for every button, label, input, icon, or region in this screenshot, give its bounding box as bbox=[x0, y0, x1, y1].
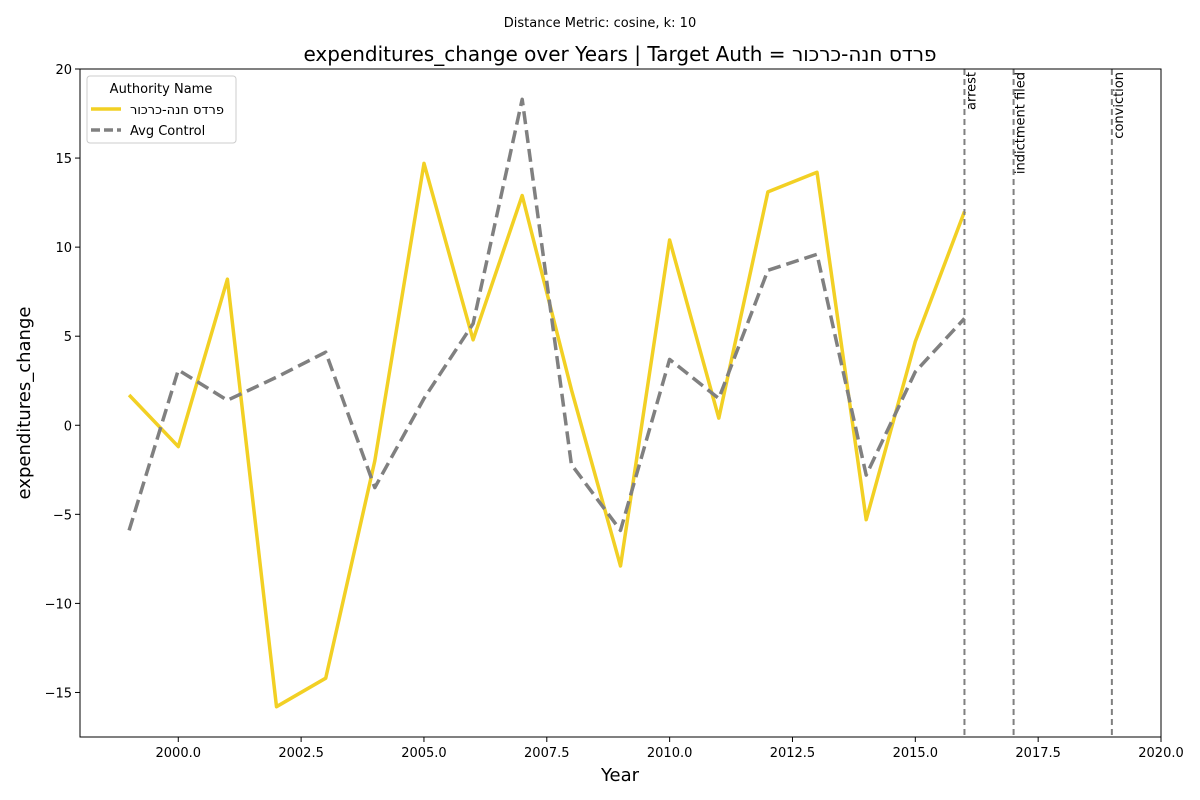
event-label-0: arrest bbox=[964, 72, 979, 110]
event-label-1: indictment filed bbox=[1014, 72, 1029, 174]
series-line-target bbox=[127, 161, 967, 709]
x-tick-label-0: 2000.0 bbox=[156, 746, 202, 761]
x-tick-label-5: 2012.5 bbox=[770, 746, 816, 761]
x-axis-label: Year bbox=[600, 765, 640, 786]
plot-frame bbox=[79, 68, 1162, 738]
x-tick-label-2: 2005.0 bbox=[401, 746, 447, 761]
x-tick-label-7: 2017.5 bbox=[1015, 746, 1061, 761]
x-tick-label-3: 2007.5 bbox=[524, 746, 570, 761]
legend-entry-0: פרדס חנה-כרכור bbox=[130, 103, 224, 118]
chart-subtitle: Distance Metric: cosine, k: 10 bbox=[504, 16, 696, 31]
y-tick-label-6: 15 bbox=[55, 152, 72, 167]
y-tick-label-5: 10 bbox=[55, 241, 72, 256]
legend-box bbox=[86, 75, 237, 144]
y-tick-label-1: −10 bbox=[45, 597, 72, 612]
chart-title: expenditures_change over Years | Target … bbox=[303, 42, 936, 66]
series-line-avg-control bbox=[127, 97, 966, 533]
y-tick-label-7: 20 bbox=[55, 63, 72, 78]
y-tick-label-4: 5 bbox=[64, 330, 72, 345]
event-label-2: conviction bbox=[1112, 72, 1127, 139]
y-tick-label-0: −15 bbox=[45, 686, 72, 701]
x-tick-label-4: 2010.0 bbox=[647, 746, 693, 761]
legend-title: Authority Name bbox=[110, 82, 213, 97]
y-tick-label-2: −5 bbox=[53, 508, 72, 523]
legend: Authority Name פרדס חנה-כרכור Avg Control bbox=[86, 75, 237, 144]
legend-entry-1: Avg Control bbox=[130, 124, 205, 139]
x-tick-label-8: 2020.0 bbox=[1138, 746, 1184, 761]
x-tick-label-1: 2002.5 bbox=[278, 746, 324, 761]
y-axis-label: expenditures_change bbox=[14, 307, 35, 500]
x-tick-label-6: 2015.0 bbox=[893, 746, 939, 761]
y-tick-label-3: 0 bbox=[64, 419, 72, 434]
